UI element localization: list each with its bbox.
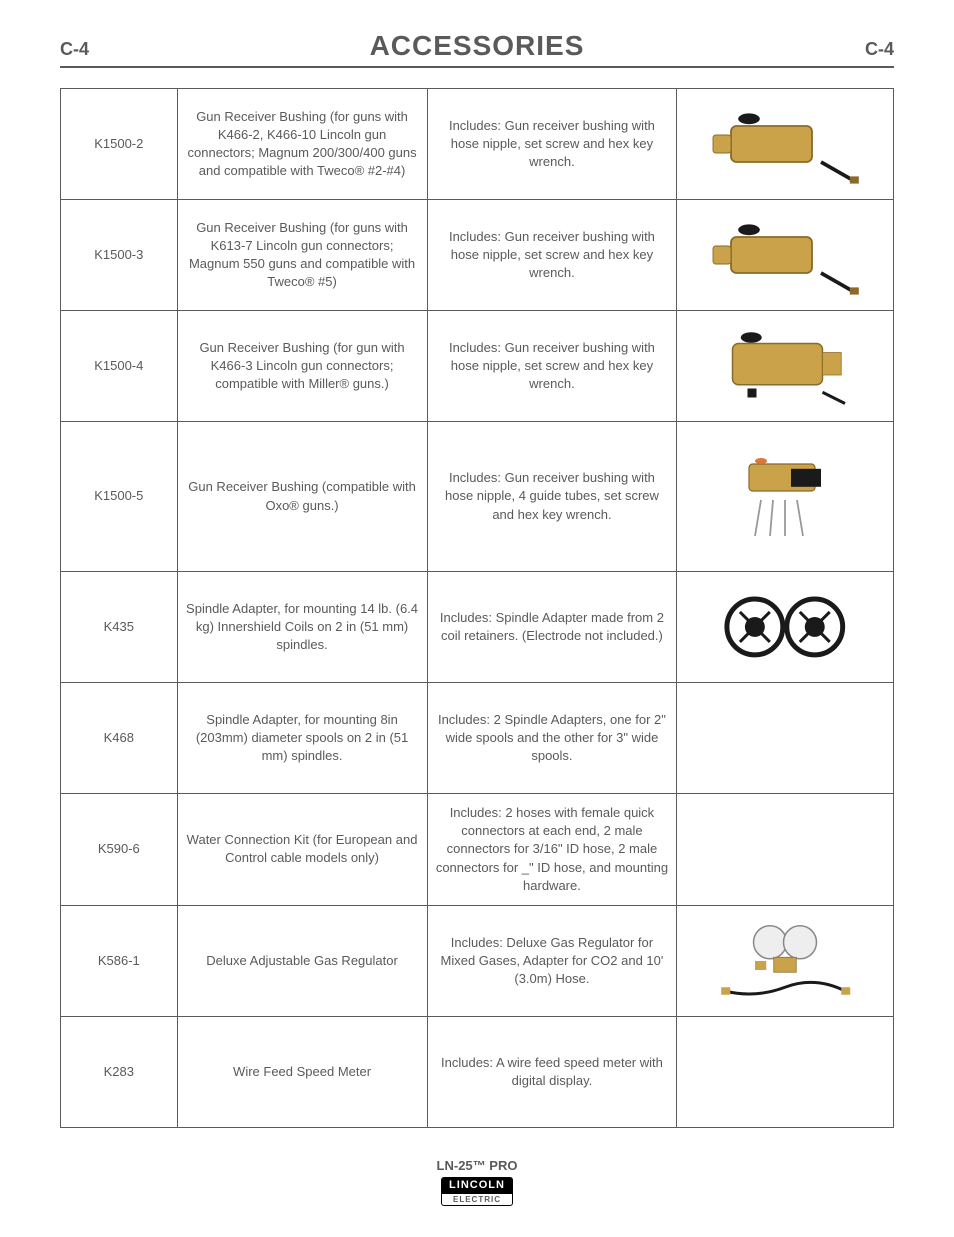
product-image — [685, 693, 885, 783]
part-number-cell: K1500-2 — [61, 89, 178, 200]
brand-logo: LINCOLN ELECTRIC — [441, 1177, 513, 1206]
product-image-cell — [677, 572, 894, 683]
part-number-cell: K435 — [61, 572, 178, 683]
brand-logo-top: LINCOLN — [441, 1177, 513, 1193]
product-image — [685, 582, 885, 672]
includes-cell: Includes: Gun receiver bushing with hose… — [427, 311, 677, 422]
accessories-table: K1500-2Gun Receiver Bushing (for guns wi… — [60, 88, 894, 1128]
description-cell: Gun Receiver Bushing (for guns with K613… — [177, 200, 427, 311]
description-cell: Deluxe Adjustable Gas Regulator — [177, 905, 427, 1016]
product-image — [685, 452, 885, 542]
table-row: K1500-5Gun Receiver Bushing (compatible … — [61, 422, 894, 572]
table-row: K590-6Water Connection Kit (for European… — [61, 794, 894, 906]
header-left-label: C-4 — [60, 39, 89, 60]
table-row: K435Spindle Adapter, for mounting 14 lb.… — [61, 572, 894, 683]
table-row: K1500-4Gun Receiver Bushing (for gun wit… — [61, 311, 894, 422]
table-row: K1500-2Gun Receiver Bushing (for guns wi… — [61, 89, 894, 200]
description-cell: Gun Receiver Bushing (for guns with K466… — [177, 89, 427, 200]
part-number-cell: K590-6 — [61, 794, 178, 906]
page-header: C-4 ACCESSORIES C-4 — [60, 30, 894, 68]
part-number-cell: K586-1 — [61, 905, 178, 1016]
brand-logo-bottom: ELECTRIC — [441, 1193, 513, 1206]
product-image-cell — [677, 683, 894, 794]
includes-cell: Includes: Gun receiver bushing with hose… — [427, 422, 677, 572]
product-image — [685, 916, 885, 1006]
description-cell: Wire Feed Speed Meter — [177, 1016, 427, 1127]
description-cell: Water Connection Kit (for European and C… — [177, 794, 427, 906]
product-image-cell — [677, 1016, 894, 1127]
includes-cell: Includes: Gun receiver bushing with hose… — [427, 200, 677, 311]
includes-cell: Includes: 2 hoses with female quick conn… — [427, 794, 677, 906]
part-number-cell: K1500-5 — [61, 422, 178, 572]
includes-cell: Includes: A wire feed speed meter with d… — [427, 1016, 677, 1127]
product-image-cell — [677, 89, 894, 200]
product-image-cell — [677, 422, 894, 572]
part-number-cell: K1500-3 — [61, 200, 178, 311]
description-cell: Gun Receiver Bushing (for gun with K466-… — [177, 311, 427, 422]
table-row: K586-1Deluxe Adjustable Gas RegulatorInc… — [61, 905, 894, 1016]
product-image — [685, 321, 885, 411]
footer-product-name: LN-25™ PRO — [60, 1158, 894, 1173]
includes-cell: Includes: Spindle Adapter made from 2 co… — [427, 572, 677, 683]
product-image — [685, 804, 885, 894]
description-cell: Spindle Adapter, for mounting 14 lb. (6.… — [177, 572, 427, 683]
table-row: K283Wire Feed Speed MeterIncludes: A wir… — [61, 1016, 894, 1127]
part-number-cell: K283 — [61, 1016, 178, 1127]
header-right-label: C-4 — [865, 39, 894, 60]
includes-cell: Includes: Gun receiver bushing with hose… — [427, 89, 677, 200]
page-title: ACCESSORIES — [370, 30, 585, 62]
page-footer: LN-25™ PRO LINCOLN ELECTRIC — [60, 1158, 894, 1207]
description-cell: Gun Receiver Bushing (compatible with Ox… — [177, 422, 427, 572]
product-image — [685, 99, 885, 189]
product-image-cell — [677, 200, 894, 311]
product-image-cell — [677, 311, 894, 422]
table-row: K468Spindle Adapter, for mounting 8in (2… — [61, 683, 894, 794]
includes-cell: Includes: Deluxe Gas Regulator for Mixed… — [427, 905, 677, 1016]
product-image — [685, 210, 885, 300]
description-cell: Spindle Adapter, for mounting 8in (203mm… — [177, 683, 427, 794]
table-row: K1500-3Gun Receiver Bushing (for guns wi… — [61, 200, 894, 311]
product-image — [685, 1027, 885, 1117]
part-number-cell: K1500-4 — [61, 311, 178, 422]
part-number-cell: K468 — [61, 683, 178, 794]
includes-cell: Includes: 2 Spindle Adapters, one for 2"… — [427, 683, 677, 794]
product-image-cell — [677, 905, 894, 1016]
product-image-cell — [677, 794, 894, 906]
